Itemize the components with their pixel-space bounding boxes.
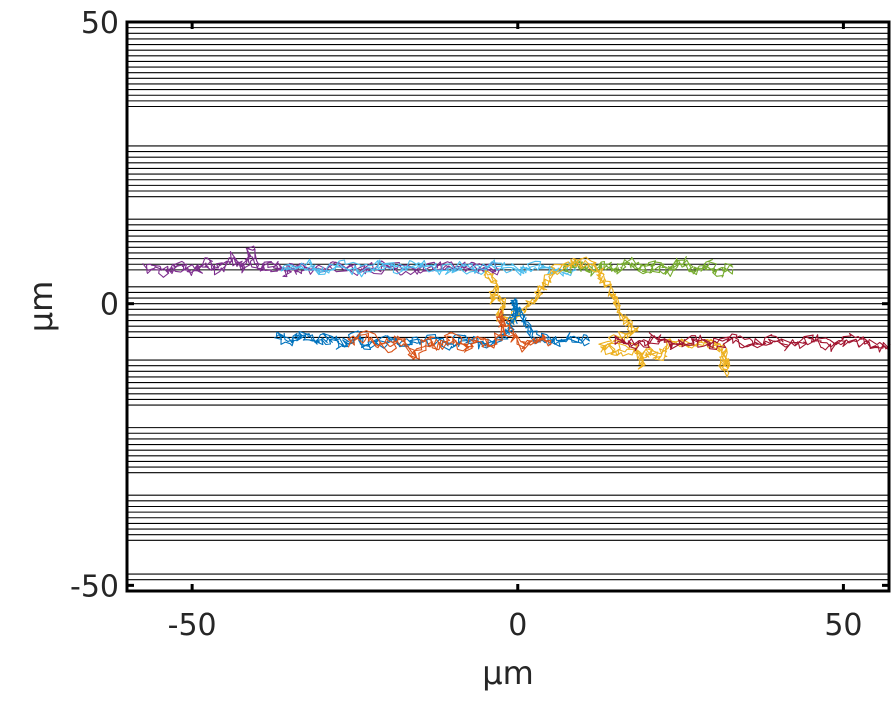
trajectory-line bbox=[142, 245, 501, 278]
x-tick-label: 0 bbox=[508, 608, 527, 643]
x-axis-label: μm bbox=[482, 654, 534, 692]
y-tick-label: 50 bbox=[81, 6, 119, 41]
y-axis-label: μm bbox=[22, 281, 60, 333]
trajectories-group bbox=[142, 245, 891, 378]
y-tick-label: 0 bbox=[100, 288, 119, 323]
trajectory-line bbox=[561, 256, 734, 278]
horizontal-lines-group bbox=[127, 27, 889, 581]
plot-frame bbox=[125, 20, 891, 593]
x-tick-label: 50 bbox=[824, 608, 862, 643]
trajectory-line bbox=[483, 256, 731, 378]
trajectory-line bbox=[347, 309, 552, 360]
x-tick-label: -50 bbox=[168, 608, 217, 643]
ticks-group: -50 0 50 -50 0 50 bbox=[70, 6, 889, 643]
trajectory-line bbox=[614, 332, 891, 353]
trajectory-line bbox=[280, 258, 577, 278]
y-tick-label: -50 bbox=[70, 569, 119, 604]
